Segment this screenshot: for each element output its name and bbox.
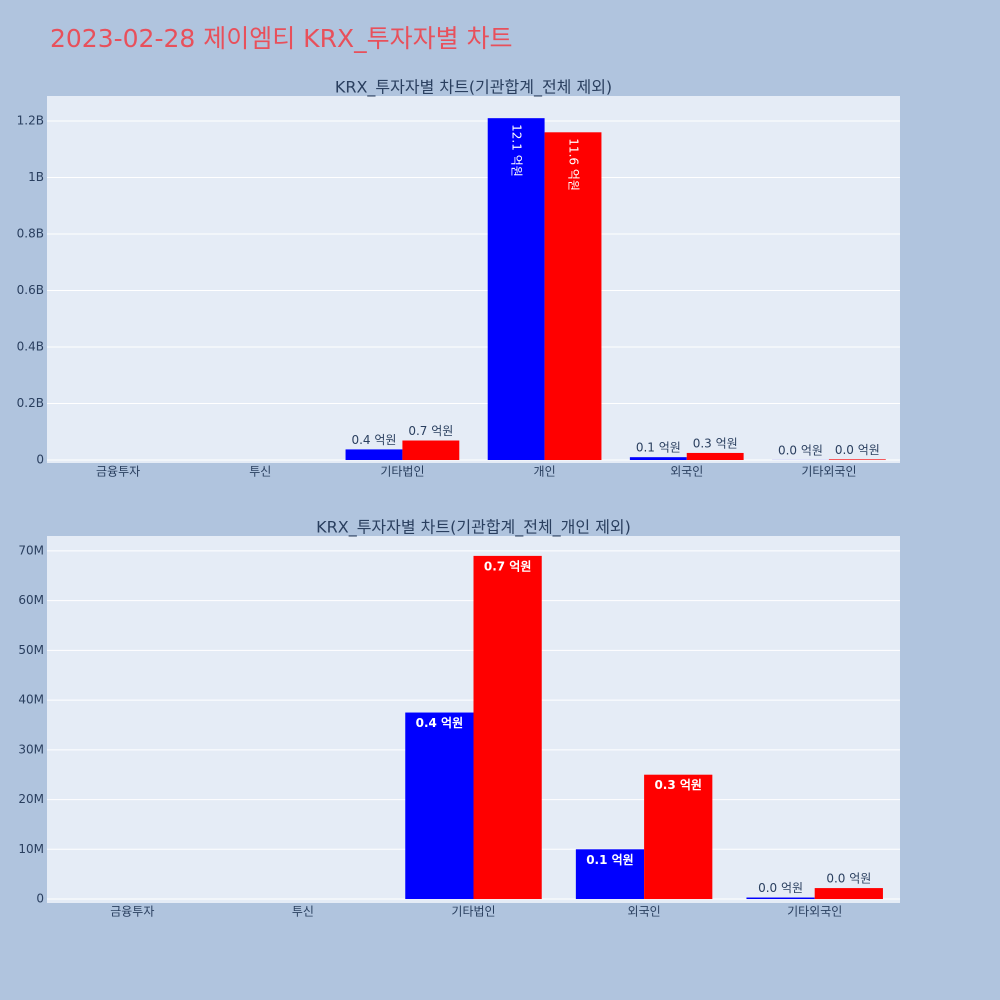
y-tick-label: 1B (28, 170, 44, 184)
bar (473, 555, 542, 900)
chart-title: KRX_투자자별 차트(기관합계_전체_개인 제외) (316, 518, 631, 538)
x-tick-label: 금융투자 (96, 465, 140, 479)
value-label: 0.0 억원 (835, 443, 880, 457)
y-tick-label: 40M (18, 693, 44, 707)
y-tick-label: 0 (36, 892, 44, 906)
value-label: 12.1 억원 (510, 124, 524, 177)
bar (746, 897, 815, 900)
value-label: 11.6 억원 (567, 138, 581, 191)
x-tick-label: 기타외국인 (787, 905, 842, 919)
bar (814, 888, 883, 900)
x-tick-label: 금융투자 (110, 905, 154, 919)
page-title: 2023-02-28 제이엠티 KRX_투자자별 차트 (50, 24, 513, 53)
y-tick-label: 70M (18, 543, 44, 557)
x-tick-label: 외국인 (670, 465, 703, 479)
y-tick-label: 30M (18, 742, 44, 756)
y-tick-label: 0 (36, 453, 44, 467)
bar (544, 132, 602, 461)
y-tick-label: 60M (18, 593, 44, 607)
bar (575, 849, 645, 900)
bar (644, 774, 713, 900)
bar (629, 457, 687, 461)
x-tick-label: 외국인 (628, 905, 661, 919)
value-label: 0.3 억원 (654, 778, 702, 792)
x-tick-label: 기타외국인 (801, 465, 856, 479)
value-label: 0.7 억원 (484, 559, 532, 573)
y-tick-label: 10M (18, 842, 44, 856)
y-tick-label: 50M (18, 643, 44, 657)
bar (686, 452, 744, 461)
value-label: 0.0 억원 (778, 443, 823, 457)
x-tick-label: 투신 (249, 465, 271, 479)
value-label: 0.1 억원 (636, 441, 681, 455)
value-label: 0.4 억원 (416, 716, 464, 730)
x-tick-label: 기타법인 (380, 465, 424, 479)
value-label: 0.0 억원 (758, 881, 803, 895)
y-tick-label: 0.6B (17, 283, 44, 297)
bar (345, 449, 403, 461)
value-label: 0.0 억원 (826, 872, 871, 886)
bar (405, 712, 474, 900)
bar (828, 459, 886, 461)
value-label: 0.4 억원 (351, 433, 396, 447)
x-tick-label: 개인 (534, 465, 556, 479)
x-tick-label: 기타법인 (451, 905, 495, 919)
y-tick-label: 0.2B (17, 396, 44, 410)
bar (402, 440, 460, 461)
value-label: 0.3 억원 (693, 436, 738, 450)
y-tick-label: 0.4B (17, 340, 44, 354)
y-tick-label: 1.2B (17, 114, 44, 128)
bar (487, 118, 545, 461)
x-tick-label: 투신 (292, 905, 314, 919)
y-tick-label: 20M (18, 792, 44, 806)
value-label: 0.7 억원 (408, 424, 453, 438)
plot-area (47, 96, 900, 463)
y-tick-label: 0.8B (17, 227, 44, 241)
value-label: 0.1 억원 (586, 853, 634, 867)
chart-title: KRX_투자자별 차트(기관합계_전체 제외) (335, 78, 612, 98)
